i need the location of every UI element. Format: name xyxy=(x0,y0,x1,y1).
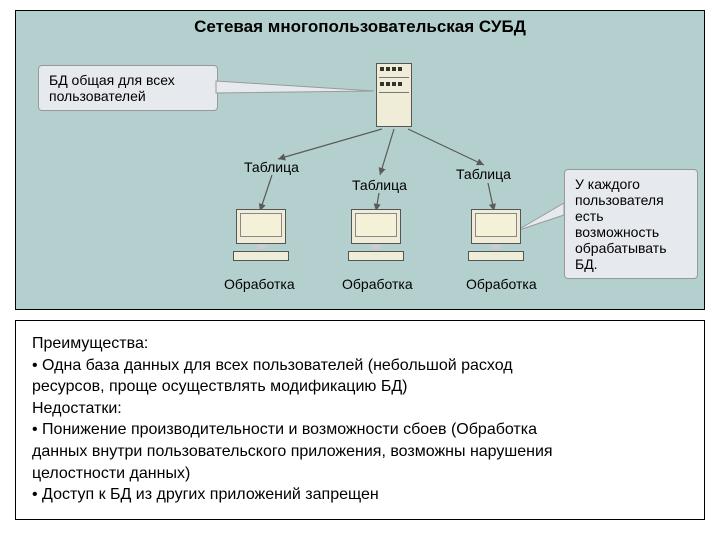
db-description-text: БД общая для всех пользователей xyxy=(49,72,175,104)
computer-icon-2 xyxy=(341,209,411,264)
adv-title: Преимущества: xyxy=(32,333,688,355)
dis-title: Недостатки: xyxy=(32,398,688,420)
advantages-box: Преимущества: • Одна база данных для все… xyxy=(15,320,705,520)
computer-icon-3 xyxy=(461,209,531,264)
proc-label-1: Обработка xyxy=(224,276,295,292)
dis-1b: данных внутри пользовательского приложен… xyxy=(32,441,688,463)
db-description-box: БД общая для всех пользователей xyxy=(38,65,218,111)
proc-label-2: Обработка xyxy=(342,276,413,292)
proc-label-3: Обработка xyxy=(466,276,537,292)
computer-icon-1 xyxy=(226,209,296,264)
diagram-panel: Сетевая многопользовательская СУБД БД об… xyxy=(15,10,705,310)
adv-1b: ресурсов, проще осуществлять модификацию… xyxy=(32,376,688,398)
adv-1: • Одна база данных для всех пользователе… xyxy=(32,355,688,377)
table-label-3: Таблица xyxy=(456,166,511,182)
user-description-text: У каждого пользователя есть возможность … xyxy=(575,176,667,272)
dis-1c: целостности данных) xyxy=(32,463,688,485)
table-label-2: Таблица xyxy=(352,177,407,193)
diagram-title: Сетевая многопользовательская СУБД xyxy=(16,17,704,37)
table-label-1: Таблица xyxy=(244,159,299,175)
dis-2: • Доступ к БД из других приложений запре… xyxy=(32,484,688,506)
server-icon xyxy=(376,63,412,127)
user-description-box: У каждого пользователя есть возможность … xyxy=(564,169,698,279)
dis-1: • Понижение производительности и возможн… xyxy=(32,419,688,441)
